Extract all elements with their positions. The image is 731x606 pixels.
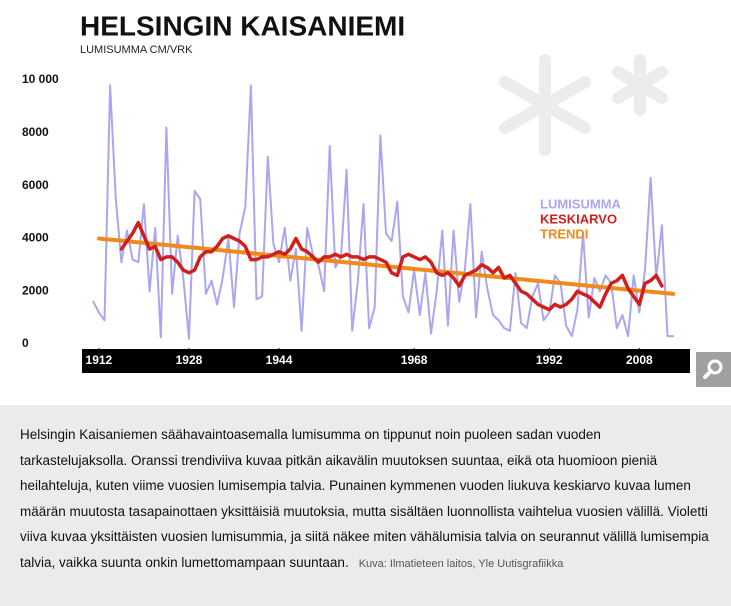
zoom-button[interactable] <box>696 352 731 387</box>
legend-entry: TRENDI <box>540 226 588 241</box>
caption: Helsingin Kaisaniemen säähavaintoasemall… <box>0 405 731 606</box>
y-tick-label: 8000 <box>22 125 49 139</box>
y-tick-label: 4000 <box>22 231 49 245</box>
snowflake-decoration <box>505 60 662 150</box>
y-tick-label: 2000 <box>22 283 49 297</box>
chart-subtitle: LUMISUMMA CM/VRK <box>80 44 193 56</box>
x-tick-label: 1944 <box>266 353 293 367</box>
y-tick-label: 0 <box>22 336 29 350</box>
caption-text: Helsingin Kaisaniemen säähavaintoasemall… <box>20 427 709 570</box>
x-tick-label: 1928 <box>176 353 203 367</box>
series-line <box>99 239 673 294</box>
x-axis-bar <box>82 349 690 373</box>
page: HELSINGIN KAISANIEMI LUMISUMMA CM/VRK 0 2… <box>0 0 731 606</box>
x-tick-label: 1912 <box>86 353 113 367</box>
chart: HELSINGIN KAISANIEMI LUMISUMMA CM/VRK 0 2… <box>0 0 731 400</box>
chart-title: HELSINGIN KAISANIEMI <box>80 10 405 41</box>
legend-entry: KESKIARVO <box>540 211 617 226</box>
legend-entry: LUMISUMMA <box>540 196 621 211</box>
x-tick-label: 1968 <box>401 353 428 367</box>
zoom-icon <box>696 352 731 387</box>
y-tick-label: 6000 <box>22 178 49 192</box>
y-tick-label: 10 000 <box>22 72 59 86</box>
x-tick-label: 2008 <box>626 353 653 367</box>
caption-credit: Kuva: Ilmatieteen laitos, Yle Uutisgrafi… <box>359 558 564 570</box>
x-tick-label: 1992 <box>536 353 563 367</box>
